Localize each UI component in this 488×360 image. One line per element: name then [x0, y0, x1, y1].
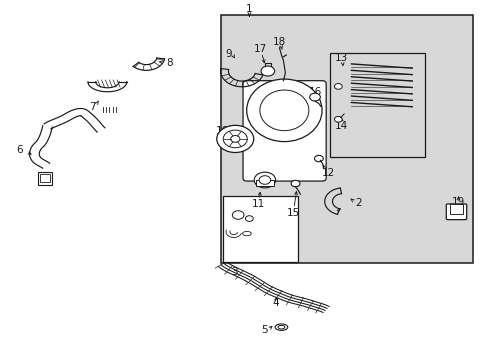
FancyBboxPatch shape [446, 204, 466, 220]
FancyBboxPatch shape [243, 81, 325, 181]
Text: 18: 18 [272, 37, 285, 48]
Circle shape [290, 180, 299, 187]
Circle shape [259, 176, 270, 184]
Bar [329, 53, 424, 157]
Circle shape [309, 93, 320, 101]
Text: 11: 11 [251, 199, 264, 209]
Text: 14: 14 [334, 121, 347, 131]
Text: 19: 19 [451, 197, 464, 207]
Text: 16: 16 [308, 87, 321, 98]
Circle shape [216, 125, 253, 153]
Ellipse shape [246, 79, 322, 141]
Text: 13: 13 [334, 53, 347, 63]
Text: 12: 12 [321, 168, 334, 178]
Text: 9: 9 [225, 49, 232, 59]
Bar [222, 196, 297, 262]
Text: 4: 4 [272, 298, 279, 308]
Ellipse shape [278, 325, 285, 329]
Bar [221, 15, 472, 263]
Text: 7: 7 [89, 102, 96, 112]
Text: 17: 17 [253, 44, 266, 54]
Circle shape [232, 211, 244, 219]
Text: 15: 15 [286, 208, 299, 218]
Bar [40, 174, 50, 182]
Circle shape [314, 156, 323, 162]
Circle shape [254, 172, 275, 188]
Circle shape [245, 216, 253, 221]
Text: 3: 3 [230, 267, 237, 277]
Text: 8: 8 [165, 58, 172, 68]
Text: 10: 10 [216, 126, 229, 136]
Circle shape [334, 84, 342, 89]
Bar [449, 204, 462, 213]
Ellipse shape [259, 90, 308, 131]
Bar [256, 180, 273, 186]
Circle shape [334, 116, 342, 122]
Text: 2: 2 [355, 198, 361, 208]
Text: 1: 1 [245, 4, 252, 14]
Ellipse shape [242, 231, 251, 236]
Circle shape [230, 135, 240, 142]
Ellipse shape [275, 324, 287, 330]
Circle shape [223, 130, 247, 148]
Text: 5: 5 [261, 325, 268, 335]
Circle shape [261, 66, 274, 76]
Text: 6: 6 [17, 145, 23, 155]
Bar [38, 172, 52, 185]
